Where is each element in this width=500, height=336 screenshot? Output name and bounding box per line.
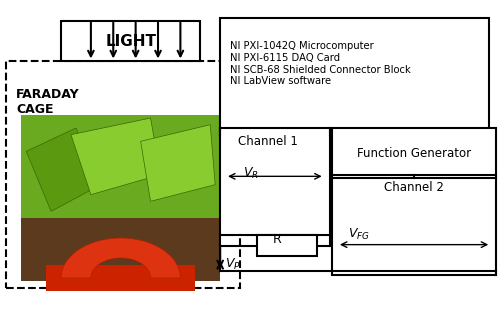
Text: Channel 1: Channel 1 xyxy=(238,135,298,148)
Bar xyxy=(61,22,200,61)
Bar xyxy=(332,128,496,178)
Text: R: R xyxy=(273,233,281,246)
Text: Function Generator: Function Generator xyxy=(357,146,471,160)
Text: $V_P$: $V_P$ xyxy=(225,257,241,272)
Text: Channel 2: Channel 2 xyxy=(384,181,444,195)
Bar xyxy=(46,265,196,291)
Text: LIGHT: LIGHT xyxy=(105,34,156,49)
Text: $V_{FG}$: $V_{FG}$ xyxy=(348,227,370,242)
Polygon shape xyxy=(26,128,101,211)
Bar xyxy=(332,175,496,275)
Bar xyxy=(220,128,330,235)
Wedge shape xyxy=(61,238,180,278)
Bar xyxy=(22,215,220,281)
Bar xyxy=(22,115,220,281)
Text: $V_R$: $V_R$ xyxy=(242,165,258,180)
Bar xyxy=(22,115,220,218)
Bar xyxy=(220,18,488,135)
Bar xyxy=(258,235,317,256)
Text: FARADAY
CAGE: FARADAY CAGE xyxy=(16,88,80,116)
Text: NI PXI-1042Q Microcomputer
NI PXI-6115 DAQ Card
NI SCB-68 Shielded Connector Blo: NI PXI-1042Q Microcomputer NI PXI-6115 D… xyxy=(230,41,411,86)
Polygon shape xyxy=(71,118,160,195)
Bar xyxy=(6,61,240,288)
Polygon shape xyxy=(140,125,215,201)
